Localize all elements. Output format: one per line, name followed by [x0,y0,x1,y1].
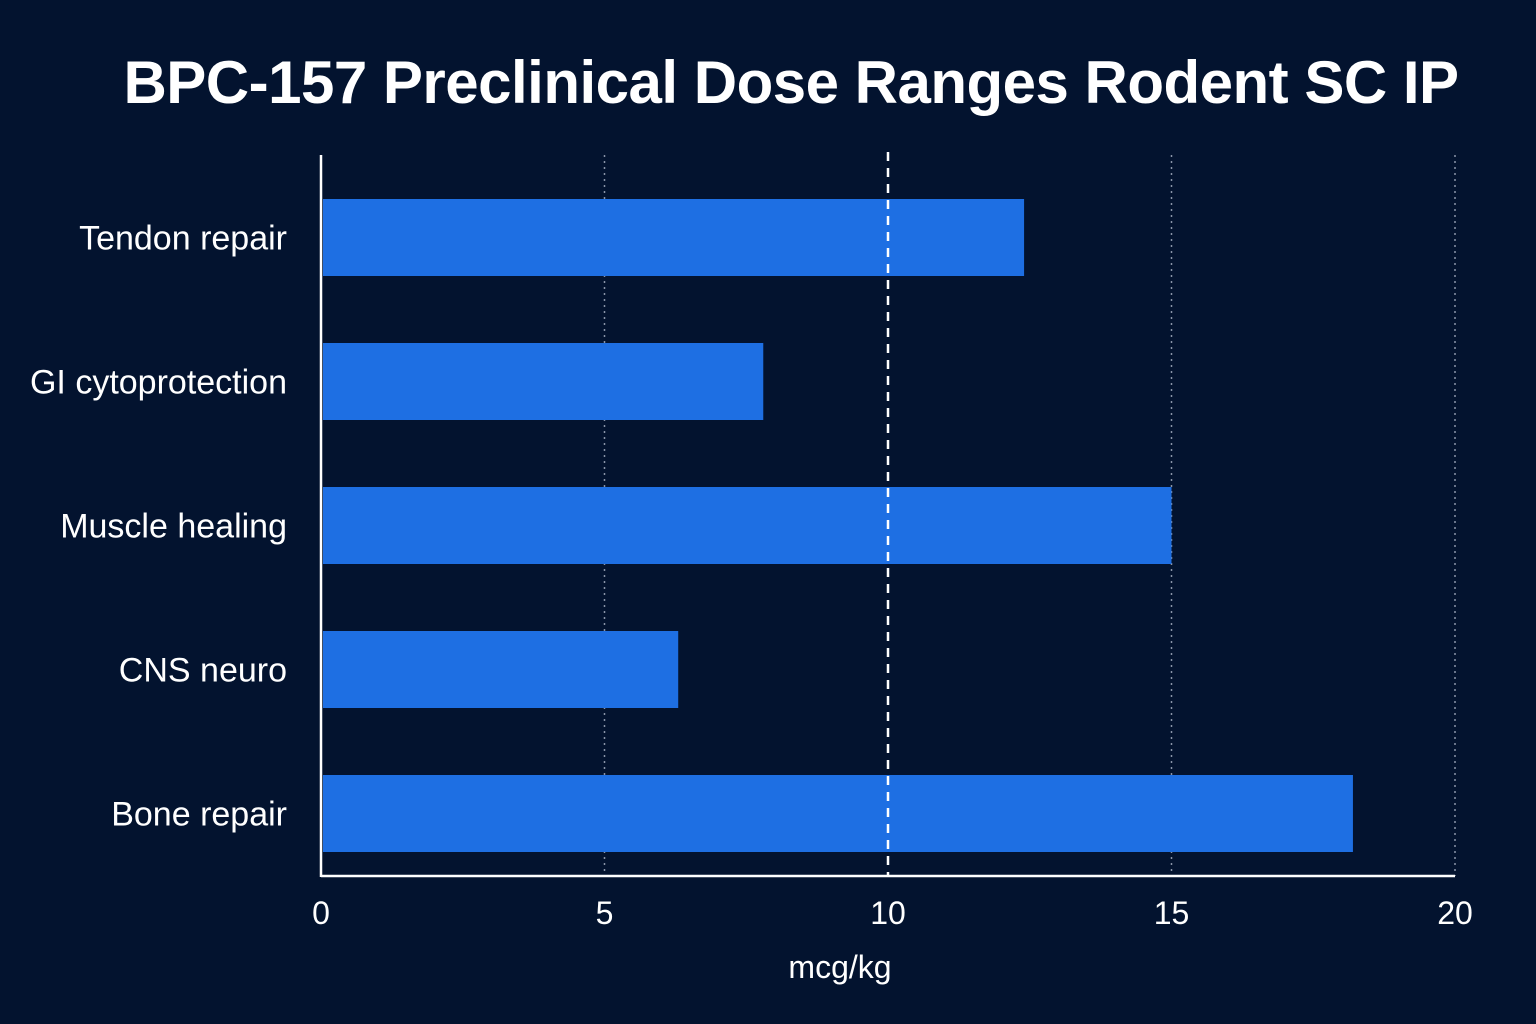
x-tick-label-20: 20 [1437,895,1473,931]
bar-muscle-healing [323,487,1172,564]
x-axis-title: mcg/kg [788,949,891,985]
x-tick-label-10: 10 [870,895,906,931]
category-label-bone-repair: Bone repair [111,796,287,834]
bar-tendon-repair [323,199,1025,276]
bar-gi-cytoprotection [323,343,764,420]
bar-bone-repair [323,775,1353,852]
x-tick-label-5: 5 [596,895,614,931]
category-label-cns-neuro: CNS neuro [119,652,287,690]
bar-cns-neuro [323,631,679,708]
x-tick-label-0: 0 [312,895,330,931]
category-label-muscle-healing: Muscle healing [60,508,287,546]
category-labels: Tendon repair GI cytoprotection Muscle hea… [30,220,287,834]
x-tick-label-15: 15 [1154,895,1190,931]
chart-title: BPC-157 Preclinical Dose Ranges Rodent S… [123,49,1459,116]
category-label-gi-cytoprotection: GI cytoprotection [30,364,287,402]
x-tick-labels: 0 5 10 15 20 [312,895,1473,931]
category-label-tendon-repair: Tendon repair [79,220,287,258]
axes [319,155,1455,878]
bars [323,199,1353,852]
